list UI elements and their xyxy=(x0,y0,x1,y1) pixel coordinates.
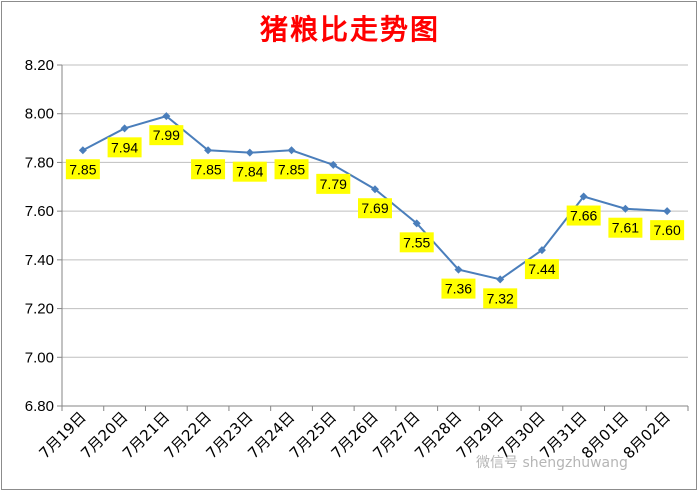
watermark-text: 微信号 shengzhuwang xyxy=(476,455,628,471)
y-tick-label: 7.20 xyxy=(25,301,54,318)
chart-title: 猪粮比走势图 xyxy=(259,13,440,46)
data-point xyxy=(204,146,213,155)
data-label: 7.61 xyxy=(612,220,639,236)
data-label: 7.99 xyxy=(153,127,180,143)
data-point xyxy=(579,192,588,201)
data-label: 7.69 xyxy=(361,200,388,216)
data-point xyxy=(663,207,672,216)
data-label-box xyxy=(107,137,142,158)
data-label-box xyxy=(316,173,351,194)
data-point xyxy=(496,275,505,284)
data-point xyxy=(78,146,87,155)
data-label: 7.66 xyxy=(570,208,597,224)
y-tick-label: 7.00 xyxy=(25,349,54,366)
data-point xyxy=(412,219,421,228)
y-tick-label: 8.00 xyxy=(25,106,54,123)
data-label-box xyxy=(650,220,685,241)
data-label: 7.32 xyxy=(487,290,514,306)
data-point xyxy=(454,265,463,274)
data-label-box xyxy=(232,161,267,182)
data-label-box xyxy=(358,198,392,219)
data-label-box xyxy=(149,125,184,146)
data-label-box xyxy=(191,159,226,180)
data-label-box xyxy=(483,288,518,309)
data-label-box xyxy=(65,159,100,180)
data-label-box xyxy=(608,217,643,238)
data-point xyxy=(162,112,171,121)
data-label-box xyxy=(399,232,434,253)
data-point xyxy=(329,160,338,169)
x-tick-label: 8月02日 xyxy=(620,408,674,462)
y-tick-label: 7.80 xyxy=(25,154,54,171)
data-label-box xyxy=(524,259,559,280)
data-label: 7.85 xyxy=(278,161,305,177)
y-tick-label: 7.60 xyxy=(25,203,54,220)
data-label: 7.85 xyxy=(69,161,96,177)
data-label-box xyxy=(441,278,476,299)
data-point xyxy=(371,185,379,194)
data-label: 7.94 xyxy=(111,139,138,155)
data-label-box xyxy=(274,159,309,180)
data-label-box xyxy=(566,205,601,226)
data-label: 7.60 xyxy=(654,222,681,238)
data-point xyxy=(537,246,546,255)
data-point xyxy=(621,204,630,213)
data-label: 7.36 xyxy=(445,281,472,297)
y-tick-label: 8.20 xyxy=(25,57,54,74)
data-label: 7.44 xyxy=(528,261,555,277)
data-label: 7.55 xyxy=(403,234,430,250)
y-tick-label: 6.80 xyxy=(25,398,54,415)
data-point xyxy=(245,148,254,157)
data-label: 7.85 xyxy=(194,161,221,177)
data-point xyxy=(287,146,296,155)
data-label: 7.84 xyxy=(236,164,263,180)
data-point xyxy=(120,124,129,133)
data-label: 7.79 xyxy=(320,176,347,192)
y-tick-label: 7.40 xyxy=(25,252,54,269)
